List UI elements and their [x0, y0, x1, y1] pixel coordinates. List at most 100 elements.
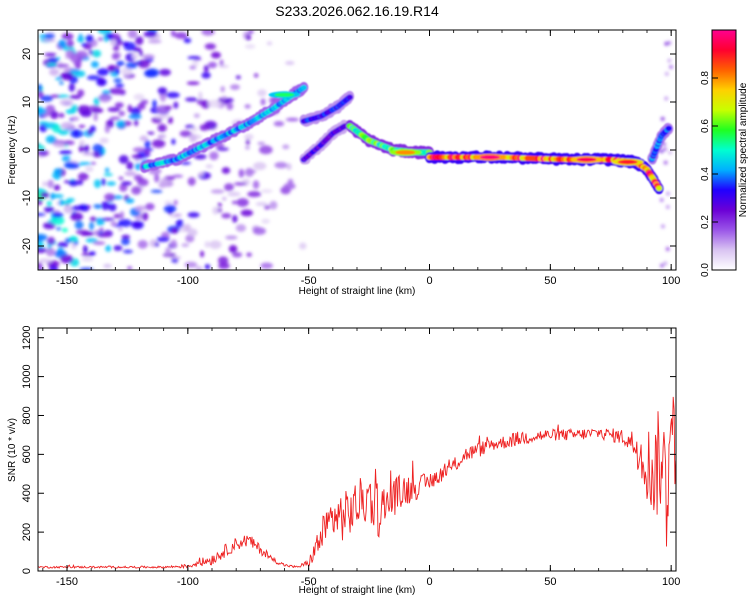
noise-speckle: [61, 155, 71, 162]
noise-speckle: [667, 58, 672, 63]
noise-speckle: [40, 95, 53, 102]
snr-y-tick-label: 0: [21, 568, 33, 574]
noise-speckle: [201, 30, 215, 36]
noise-speckle: [127, 266, 133, 270]
noise-speckle: [46, 63, 58, 67]
noise-speckle: [81, 42, 88, 47]
noise-speckle: [135, 162, 141, 171]
noise-speckle: [286, 163, 292, 171]
noise-speckle: [125, 198, 135, 204]
noise-speckle: [89, 216, 97, 222]
noise-speckle: [38, 212, 46, 217]
noise-speckle: [38, 107, 47, 116]
noise-speckle: [236, 198, 249, 207]
noise-speckle: [665, 205, 670, 210]
noise-speckle: [91, 49, 102, 58]
colorbar: 0.0 0.2 0.4 0.6 0.8 Normalized spectral ampl…: [700, 29, 749, 277]
noise-speckle: [274, 161, 288, 169]
noise-speckle: [45, 247, 56, 257]
noise-speckle: [221, 212, 232, 219]
noise-speckle: [224, 183, 234, 192]
noise-speckle: [76, 38, 84, 42]
noise-speckle: [106, 181, 116, 186]
noise-speckle: [245, 145, 250, 150]
spectrogram-x-tick-label: -150: [56, 275, 78, 287]
noise-speckle: [224, 97, 234, 103]
noise-speckle: [47, 236, 56, 245]
noise-speckle: [43, 222, 56, 230]
snr-x-tick-label: -50: [301, 576, 317, 588]
noise-speckle: [218, 64, 230, 68]
spectrogram-y-axis-label: Frequency (Hz): [7, 116, 18, 185]
noise-speckle: [659, 198, 664, 203]
noise-speckle: [120, 237, 130, 246]
noise-speckle: [156, 236, 170, 242]
noise-speckle: [255, 201, 268, 206]
noise-speckle: [55, 76, 62, 81]
noise-speckle: [38, 258, 52, 264]
noise-speckle: [244, 44, 256, 49]
noise-speckle: [173, 101, 179, 109]
noise-speckle: [229, 84, 240, 90]
noise-speckle: [186, 81, 200, 85]
peak-core: [274, 92, 295, 98]
noise-speckle: [247, 30, 254, 34]
noise-speckle: [77, 172, 89, 181]
noise-speckle: [185, 124, 195, 129]
noise-speckle: [187, 55, 201, 60]
noise-speckle: [157, 123, 167, 132]
noise-speckle: [282, 144, 290, 150]
noise-speckle: [147, 131, 155, 135]
noise-speckle: [172, 174, 184, 178]
noise-speckle: [102, 90, 111, 94]
noise-speckle: [79, 139, 85, 146]
noise-speckle: [93, 179, 101, 189]
noise-speckle: [259, 145, 273, 155]
noise-speckle: [195, 265, 203, 270]
noise-speckle: [154, 115, 168, 119]
snr-y-tick-label: 600: [21, 445, 33, 463]
noise-speckle: [144, 69, 157, 78]
noise-speckle: [89, 221, 95, 231]
noise-speckle: [131, 54, 138, 59]
noise-speckle: [244, 167, 254, 177]
noise-speckle: [287, 178, 294, 185]
noise-speckle: [68, 94, 82, 100]
noise-speckle: [232, 251, 243, 258]
noise-speckle: [66, 39, 74, 48]
noise-speckle: [49, 193, 64, 199]
noise-speckle: [212, 206, 219, 215]
noise-speckle: [38, 121, 49, 125]
noise-speckle: [118, 110, 126, 117]
noise-speckle: [122, 41, 129, 46]
noise-speckle: [159, 68, 171, 76]
spectrogram-y-tick-label: 0: [21, 147, 33, 153]
noise-speckle: [105, 32, 114, 40]
noise-speckle: [252, 180, 260, 190]
noise-speckle: [123, 249, 133, 254]
noise-speckle: [55, 63, 70, 68]
noise-speckle: [207, 99, 222, 108]
ridge-core: [655, 185, 663, 192]
noise-speckle: [46, 200, 52, 206]
noise-speckle: [53, 142, 66, 148]
noise-speckle: [180, 161, 192, 165]
noise-speckle: [150, 189, 163, 194]
noise-speckle: [179, 130, 192, 138]
noise-speckle: [91, 107, 104, 114]
noise-speckle: [273, 121, 285, 127]
noise-speckle: [78, 124, 86, 128]
spectrogram-y-tick-label: -20: [21, 238, 33, 254]
noise-speckle: [185, 234, 195, 243]
noise-speckle: [40, 192, 50, 198]
noise-speckle: [665, 246, 670, 251]
noise-speckle: [184, 97, 198, 102]
noise-speckle: [38, 233, 44, 243]
noise-speckle: [170, 30, 176, 37]
noise-speckle: [145, 203, 155, 211]
colorbar-tick-label: 0.0: [700, 263, 711, 277]
noise-speckle: [164, 200, 173, 206]
noise-speckle: [142, 54, 155, 60]
noise-speckle: [163, 204, 177, 214]
noise-speckle: [219, 59, 224, 67]
